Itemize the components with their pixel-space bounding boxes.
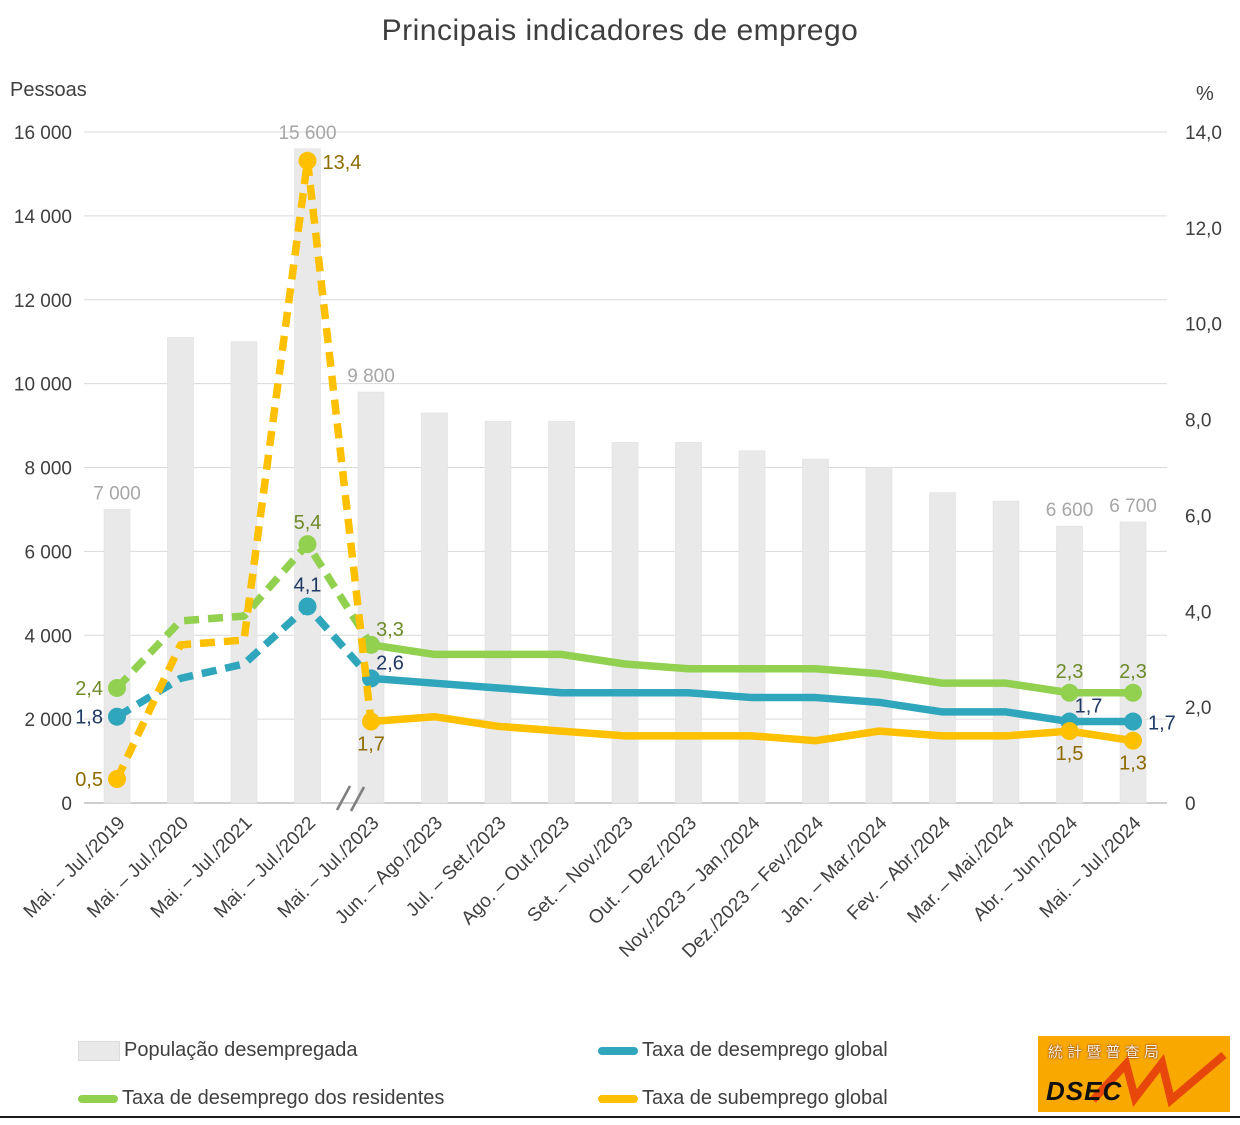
bar (929, 492, 956, 804)
axis-break-mark (349, 786, 366, 812)
data-point-marker (298, 151, 317, 170)
data-point-label: 1,7 (357, 734, 385, 756)
data-point-label: 1,3 (1119, 753, 1147, 775)
teal-line-swatch (598, 1046, 638, 1055)
right-axis-tick: 14,0 (1185, 123, 1222, 144)
series-line-dashed (114, 540, 375, 691)
legend-label: População desempregada (124, 1039, 358, 1061)
data-point-marker (1124, 683, 1142, 702)
data-point-label: 1,7 (1148, 713, 1176, 735)
data-point-marker (1124, 731, 1142, 750)
right-axis-tick: 12,0 (1185, 219, 1222, 240)
data-point-label: 13,4 (323, 152, 362, 174)
chart-title: Principais indicadores de emprego (381, 14, 859, 47)
left-axis-tick: 10 000 (14, 375, 72, 396)
yellow-line-swatch (598, 1094, 638, 1103)
bar (230, 341, 258, 804)
series-line (367, 641, 1137, 697)
left-axis-tick: 0 (61, 794, 72, 815)
data-point-label: 5,4 (294, 512, 322, 534)
bar-value-label: 7 000 (93, 483, 141, 504)
left-axis-unit: Pessoas (10, 79, 87, 101)
left-axis-tick: 16 000 (14, 123, 72, 144)
bottom-divider (0, 1116, 1240, 1118)
x-axis-label: Mar. – Mai./2024 (904, 812, 1019, 927)
data-point-marker (108, 707, 126, 726)
data-point-marker (1060, 683, 1079, 702)
left-axis-tick: 6 000 (24, 542, 72, 563)
data-point-marker (1060, 722, 1079, 741)
data-point-marker (108, 770, 126, 789)
legend-item-underemployment-rate: Taxa de subemprego global (598, 1087, 888, 1110)
right-axis-tick: 0 (1185, 794, 1196, 815)
data-point-marker (1124, 712, 1142, 731)
data-point-label: 3,3 (376, 619, 404, 641)
left-axis-tick: 4 000 (24, 626, 72, 647)
legend-item-unemployed-population: População desempregada (78, 1039, 358, 1062)
data-point-label: 1,8 (75, 707, 103, 729)
x-axis-label: Ago. – Out./2023 (458, 813, 574, 929)
bar (548, 421, 575, 804)
bar (167, 337, 194, 804)
bar (675, 442, 702, 804)
data-point-marker (108, 678, 126, 697)
data-point-label: 2,3 (1119, 661, 1147, 683)
legend-item-global-unemployment-rate: Taxa de desemprego global (598, 1039, 888, 1062)
x-axis-label: Jun. – Ago./2023 (331, 813, 447, 929)
data-point-label: 2,6 (376, 652, 404, 674)
left-axis-tick: 8 000 (24, 459, 72, 480)
bar (738, 450, 766, 804)
left-axis-tick: 14 000 (14, 207, 72, 228)
data-point-label: 1,7 (1075, 696, 1103, 718)
bar (802, 458, 829, 804)
bar-value-label: 9 800 (347, 366, 395, 387)
bar (103, 509, 131, 804)
right-axis-tick: 6,0 (1185, 506, 1211, 527)
right-axis-tick: 4,0 (1185, 602, 1211, 623)
employment-combo-chart: 16 000 14 000 12 000 10 000 8 000 6 000 4 000 2… (10, 79, 1222, 962)
data-point-label: 2,4 (75, 678, 103, 700)
green-line-swatch (78, 1094, 118, 1103)
dsec-logo: 統 計 暨 普 查 局 DSEC (1038, 1036, 1230, 1112)
bar (865, 467, 893, 804)
right-axis-tick: 8,0 (1185, 411, 1211, 432)
legend-label: Taxa de desemprego dos residentes (122, 1087, 445, 1109)
x-axis-label: Set. – Nov./2023 (524, 813, 638, 927)
x-axis-label: Out. – Dez./2023 (585, 813, 701, 929)
bar (1119, 521, 1147, 804)
data-point-label: 0,5 (75, 769, 103, 791)
bar (992, 500, 1020, 804)
data-point-marker (298, 535, 317, 554)
series-line-dashed (113, 157, 375, 781)
series-line (367, 674, 1137, 726)
bar (484, 421, 512, 804)
bar-value-label: 6 600 (1046, 500, 1094, 521)
bar (357, 391, 385, 804)
legend-label: Taxa de subemprego global (642, 1087, 888, 1109)
data-point-marker (362, 712, 380, 731)
right-axis-tick: 2,0 (1185, 698, 1211, 719)
bar-value-label: 6 700 (1109, 496, 1157, 517)
right-axis-unit: % (1196, 83, 1214, 105)
data-point-marker (298, 597, 317, 616)
bar (1056, 525, 1083, 804)
bar (421, 412, 448, 804)
bar (611, 442, 639, 804)
legend-item-resident-unemployment-rate: Taxa de desemprego dos residentes (78, 1087, 444, 1110)
right-axis-tick: 10,0 (1185, 315, 1222, 336)
bar-swatch (78, 1040, 120, 1061)
series-line (367, 712, 1137, 745)
axis-break-mark (335, 785, 352, 811)
data-point-label: 2,3 (1056, 661, 1084, 683)
left-axis-tick: 12 000 (14, 291, 72, 312)
dsec-chinese-name: 統 計 暨 普 查 局 (1048, 1044, 1159, 1061)
dsec-acronym: DSEC (1046, 1076, 1123, 1106)
x-axis-label: Jan. – Mar./2024 (777, 812, 892, 927)
left-axis-tick: 2 000 (24, 710, 72, 731)
data-point-label: 1,5 (1056, 743, 1084, 765)
bar-value-label: 15 600 (278, 123, 336, 144)
legend-label: Taxa de desemprego global (642, 1039, 888, 1061)
zigzag-chart-icon (1090, 1051, 1227, 1108)
data-point-label: 4,1 (294, 574, 322, 596)
